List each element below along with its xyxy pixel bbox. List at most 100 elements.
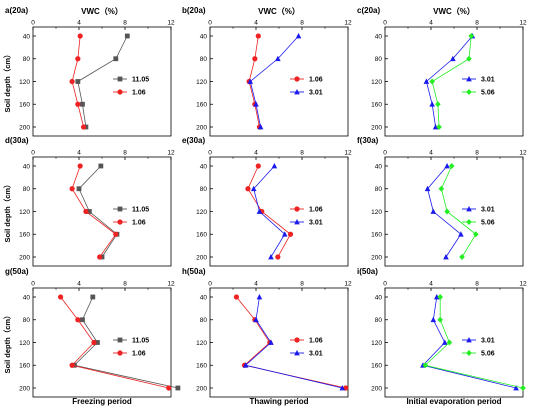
y-tick-label: 40: [23, 163, 31, 170]
series-line-3.01: [422, 296, 517, 389]
panel-label: h(50a): [182, 267, 206, 276]
panel-h(50a): 0 4 8 12 40 80 120 160 200 h(50a) 1.06 3.01: [182, 267, 352, 398]
y-tick-label: 80: [23, 186, 31, 193]
y-tick-label: 200: [19, 385, 30, 392]
data-point-3.01: [432, 124, 439, 130]
y-tick-label: 80: [200, 317, 208, 324]
data-point-1.06: [75, 317, 81, 323]
y-tick-label: 40: [200, 163, 208, 170]
y-tick-label: 40: [200, 294, 208, 301]
x-tick-label: 12: [167, 281, 175, 288]
x-tick-label: 4: [77, 20, 81, 27]
x-tick-label: 12: [167, 20, 175, 27]
data-point-5.06: [446, 339, 453, 346]
data-point-3.01: [458, 231, 464, 237]
period-label: Freezing period: [72, 397, 132, 406]
y-axis-title: Soil depth（cm）: [2, 180, 12, 242]
x-tick-label: 8: [475, 20, 479, 27]
series-line-3.01: [249, 35, 299, 128]
plot-frame: [209, 26, 349, 137]
legend-marker: [117, 337, 123, 343]
data-point-3.01: [253, 101, 259, 107]
data-point-3.01: [429, 101, 435, 107]
data-point-5.06: [437, 316, 443, 323]
x-tick-label: 12: [519, 281, 527, 288]
data-point-1.06: [113, 231, 119, 237]
legend-label: 1.06: [309, 77, 323, 84]
plot-frame: [384, 287, 524, 398]
data-point-5.06: [435, 101, 441, 108]
legend-marker: [117, 206, 123, 212]
y-tick-label: 160: [371, 102, 382, 109]
panel-label: c(20a): [357, 6, 380, 15]
panel-label: a(20a): [5, 6, 28, 15]
x-tick-label: 0: [31, 20, 35, 27]
data-point-1.06: [233, 294, 240, 300]
y-tick-label: 200: [196, 254, 207, 261]
data-point-3.01: [442, 339, 448, 345]
data-point-1.06: [58, 294, 64, 300]
series-line-1.06: [236, 296, 346, 389]
data-point-3.01: [339, 385, 346, 391]
data-point-1.06: [77, 33, 83, 39]
legend-marker: [294, 337, 300, 343]
data-point-11.05: [113, 56, 119, 62]
y-tick-label: 120: [19, 340, 30, 347]
x-tick-label: 12: [519, 20, 527, 27]
y-tick-label: 120: [196, 79, 207, 86]
y-tick-label: 200: [19, 254, 30, 261]
y-tick-label: 40: [23, 294, 31, 301]
data-point-5.06: [437, 294, 443, 300]
data-point-5.06: [520, 385, 526, 391]
legend-label: 3.01: [481, 338, 495, 345]
x-tick-label: 4: [254, 281, 258, 288]
y-tick-label: 120: [371, 79, 382, 86]
data-point-5.06: [468, 33, 475, 39]
y-tick-label: 120: [196, 340, 207, 347]
data-point-1.06: [97, 254, 103, 260]
x-tick-label: 4: [429, 281, 433, 288]
x-axis-title: VWC（%）: [81, 6, 123, 16]
data-point-1.06: [255, 163, 261, 169]
x-tick-label: 4: [254, 150, 258, 157]
data-point-5.06: [444, 208, 450, 215]
panel-g(50a): 0 4 8 12 40 80 120 160 200 g(50a) Soil depth（cm） 11…: [2, 267, 181, 398]
x-tick-label: 0: [383, 281, 387, 288]
data-point-11.05: [86, 209, 92, 214]
y-tick-label: 80: [375, 317, 383, 324]
plot-frame: [209, 287, 349, 398]
panel-label: e(30a): [182, 136, 205, 145]
plot-frame: [32, 156, 172, 267]
y-tick-label: 160: [371, 363, 382, 370]
panel-label: b(20a): [182, 6, 206, 15]
legend-marker: [466, 350, 472, 356]
data-point-5.06: [448, 163, 455, 169]
data-point-3.01: [513, 385, 519, 391]
data-point-11.05: [175, 385, 181, 391]
data-point-3.01: [247, 78, 254, 84]
legend-marker: [294, 76, 300, 82]
y-tick-label: 160: [19, 363, 30, 370]
panel-d(30a): 0 4 8 12 40 80 120 160 200 d(30a) Soil depth（cm） 11…: [2, 136, 175, 267]
plot-frame: [32, 26, 172, 137]
data-point-5.06: [422, 362, 429, 369]
data-point-5.06: [459, 254, 465, 260]
panel-a(20a): 0 4 8 12 40 80 120 160 200 a(20a) VWC（%） Soil depth…: [2, 6, 175, 137]
plot-frame: [32, 287, 172, 398]
data-point-3.01: [281, 231, 288, 237]
legend-label: 1.06: [309, 338, 323, 345]
y-tick-label: 160: [196, 102, 207, 109]
period-label: Initial evaporation period: [406, 397, 501, 406]
legend-label: 11.05: [132, 77, 149, 84]
x-tick-label: 0: [383, 150, 387, 157]
x-tick-label: 8: [123, 281, 127, 288]
data-point-3.01: [268, 254, 274, 260]
legend-marker: [294, 206, 300, 212]
panel-b(20a): 0 4 8 12 40 80 120 160 200 b(20a) VWC（%） 1.06 3.01: [182, 6, 352, 137]
panel-c(20a): 0 4 8 12 40 80 120 160 200 c(20a) VWC（%） 3.01 5.06: [357, 6, 527, 137]
data-point-3.01: [268, 339, 274, 345]
legend-label: 5.06: [481, 220, 495, 227]
x-tick-label: 8: [300, 20, 304, 27]
x-tick-label: 12: [519, 150, 527, 157]
legend-marker: [466, 89, 472, 95]
